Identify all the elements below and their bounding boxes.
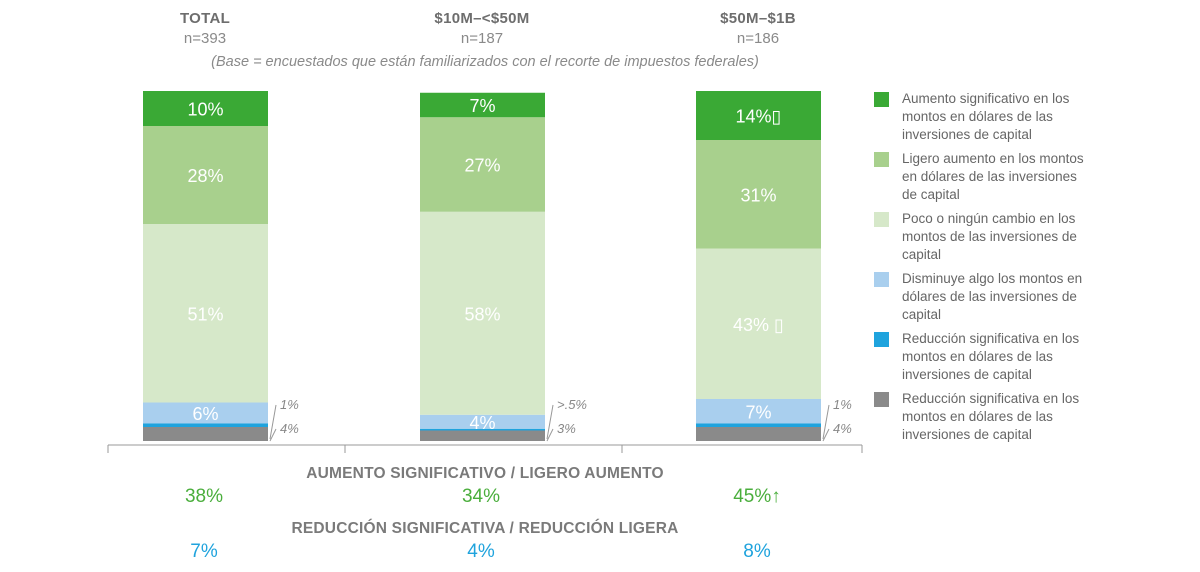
bars-plot: 4% 1% 6% 51% 28% 10% 3% >.5% 4% 58% 27% 7% 4% 1% 7% 43%…	[107, 91, 863, 453]
legend: Aumento significativo en los montos en d…	[874, 90, 1084, 450]
segment-label: 43% ▯	[733, 315, 784, 335]
callout-label: 1%	[280, 397, 299, 412]
bar-segment	[696, 248, 821, 399]
callout-leader	[546, 404, 554, 440]
bar-segment	[696, 91, 821, 140]
legend-swatch	[874, 392, 889, 407]
callout-label: 1%	[833, 397, 852, 412]
legend-item: Reducción significativa en los montos en…	[874, 390, 1084, 450]
bar-segment	[143, 423, 268, 427]
segment-label: 58%	[464, 304, 500, 324]
bar-segment	[696, 399, 821, 424]
legend-item: Ligero aumento en los montos en dólares …	[874, 150, 1084, 210]
bar-segment	[696, 427, 821, 441]
segment-label: 28%	[187, 166, 223, 186]
increase-summary-value: 45%↑	[733, 486, 781, 507]
segment-label: 7%	[469, 96, 495, 116]
segment-label: 6%	[192, 404, 218, 424]
increase-summary-value: 38%	[184, 486, 224, 507]
legend-swatch	[874, 152, 889, 167]
legend-swatch	[874, 272, 889, 287]
decrease-summary-value: 4%	[467, 541, 495, 562]
legend-item: Poco o ningún cambio en los montos de la…	[874, 210, 1084, 270]
category-label: $50M–$1B	[720, 10, 796, 27]
callout-label: 3%	[557, 421, 576, 436]
bar-segment	[420, 211, 545, 415]
legend-label: Poco o ningún cambio en los montos de la…	[902, 211, 1077, 262]
segment-label: 10%	[187, 100, 223, 120]
legend-swatch	[874, 332, 889, 347]
bar-segment	[420, 92, 545, 118]
callout-leader	[546, 428, 554, 442]
bar-segment	[420, 414, 545, 429]
bar-segment	[420, 430, 545, 441]
legend-label: Reducción significativa en los montos en…	[902, 391, 1080, 442]
bar-segment	[143, 224, 268, 403]
column-header-mid: $10M–<$50M n=187	[382, 10, 582, 47]
column-header-total: TOTAL n=393	[105, 10, 305, 47]
callout-label: 4%	[833, 421, 852, 436]
callout-label: >.5%	[557, 397, 587, 412]
segment-label: 14%▯	[736, 107, 782, 127]
bar-segment	[696, 423, 821, 427]
legend-item: Reducción significativa en los montos en…	[874, 330, 1084, 390]
sample-size-label: n=393	[183, 30, 227, 47]
sample-size-label: n=187	[460, 30, 504, 47]
callout-leader	[822, 428, 830, 442]
decrease-summary-title: REDUCCIÓN SIGNIFICATIVA / REDUCCIÓN LIGE…	[291, 520, 679, 537]
category-label: TOTAL	[179, 10, 231, 27]
segment-label: 4%	[469, 413, 495, 433]
increase-summary-value: 34%	[461, 486, 501, 507]
segment-label: 31%	[740, 185, 776, 205]
callout-label: 4%	[280, 421, 299, 436]
bar-segment	[420, 117, 545, 212]
bar-segment	[143, 126, 268, 224]
callout-leader	[269, 428, 277, 442]
legend-label: Ligero aumento en los montos en dólares …	[902, 151, 1084, 202]
column-header-large: $50M–$1B n=186	[658, 10, 858, 47]
callout-leader	[269, 404, 277, 440]
legend-label: Reducción significativa en los montos en…	[902, 331, 1080, 382]
legend-label: Disminuye algo los montos en dólares de …	[902, 271, 1083, 322]
bar-segment	[696, 140, 821, 249]
increase-summary-title: AUMENTO SIGNIFICATIVO / LIGERO AUMENTO	[306, 465, 664, 482]
legend-label: Aumento significativo en los montos en d…	[902, 91, 1070, 142]
bar-segment	[143, 91, 268, 126]
segment-label: 7%	[745, 402, 771, 422]
bar-segment	[420, 428, 545, 431]
category-label: $10M–<$50M	[434, 10, 530, 27]
decrease-summary-value: 7%	[190, 541, 218, 562]
sample-size-label: n=186	[736, 30, 780, 47]
callout-leader	[822, 404, 830, 440]
legend-item: Aumento significativo en los montos en d…	[874, 90, 1084, 150]
segment-label: 27%	[464, 156, 500, 176]
bar-segment	[143, 427, 268, 441]
bar-segment	[143, 402, 268, 424]
base-note: (Base = encuestados que están familiariz…	[211, 54, 759, 70]
decrease-summary-value: 8%	[743, 541, 771, 562]
legend-item: Disminuye algo los montos en dólares de …	[874, 270, 1084, 330]
legend-swatch	[874, 212, 889, 227]
segment-label: 51%	[187, 304, 223, 324]
legend-swatch	[874, 92, 889, 107]
